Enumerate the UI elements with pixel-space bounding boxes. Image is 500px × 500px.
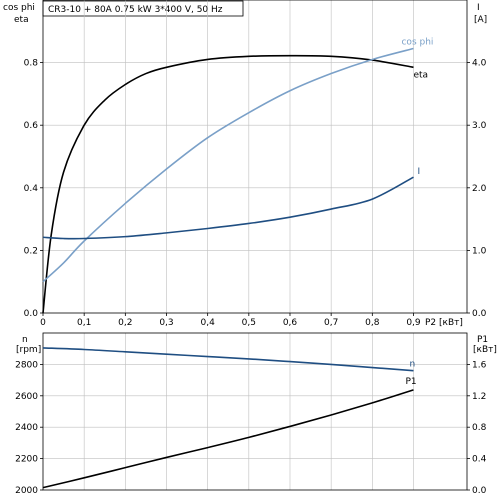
bottom-right-axis-label-unit: [кВт] xyxy=(473,345,497,355)
top-x-tick-label: 0,9 xyxy=(406,318,421,328)
top-y-tick-label: 0.6 xyxy=(24,121,39,131)
top-y-tick-label: 0.4 xyxy=(24,184,39,194)
top-x-tick-label: 0,8 xyxy=(365,318,380,328)
top-y2-tick-label: 3.0 xyxy=(472,121,487,131)
top-x-tick-label: 0,1 xyxy=(77,318,91,328)
bottom-y2-tick-label: 0.8 xyxy=(472,423,487,433)
top-left-axis-label-cosphi: cos phi xyxy=(3,3,35,13)
bottom-y-tick-label: 2800 xyxy=(15,360,38,370)
top-y-tick-label: 0.8 xyxy=(24,59,39,69)
top-plot-frame xyxy=(42,0,468,314)
top-series-line-cos-phi xyxy=(42,47,414,283)
top-x-tick-label: 0,4 xyxy=(200,318,215,328)
bottom-y-tick-label: 2200 xyxy=(15,455,38,465)
bottom-left-axis-label-unit: [rpm] xyxy=(16,345,41,355)
top-x-tick-label: 0,6 xyxy=(283,318,298,328)
top-right-axis-label-unit: [A] xyxy=(474,15,487,25)
top-series-line-i xyxy=(42,176,414,240)
top-series-line-eta xyxy=(42,54,414,314)
top-x-axis-label: P2 [кВт] xyxy=(425,318,463,328)
top-series-label-cos-phi: cos phi xyxy=(401,38,433,48)
bottom-y2-tick-label: 0.0 xyxy=(472,486,487,496)
top-y2-tick-label: 0.0 xyxy=(472,309,487,319)
bottom-left-axis-label-n: n xyxy=(22,335,28,345)
top-y-tick-label: 0.2 xyxy=(24,246,38,256)
top-series-label-i: I xyxy=(417,167,420,177)
bottom-y2-tick-label: 0.4 xyxy=(472,455,487,465)
bottom-series-line-n xyxy=(42,347,414,372)
bottom-right-axis-label-p1: P1 xyxy=(477,335,488,345)
top-x-tick-label: 0,2 xyxy=(118,318,132,328)
bottom-y2-tick-label: 1.2 xyxy=(472,392,486,402)
bottom-series-label-p1: P1 xyxy=(405,377,416,387)
top-right-axis-label-i: I xyxy=(477,3,480,13)
bottom-panel: 2000 2200 2400 2600 2800 0.0 0.4 0.8 1.2 1.6 n P1 xyxy=(15,332,487,496)
top-y2-tick-label: 4.0 xyxy=(472,59,487,69)
top-y2-tick-label: 2.0 xyxy=(472,184,487,194)
top-y2-tick-label: 1.0 xyxy=(472,246,487,256)
bottom-y-tick-label: 2600 xyxy=(15,392,38,402)
bottom-y2-tick-label: 1.6 xyxy=(472,360,487,370)
bottom-series-line-p1 xyxy=(42,389,414,489)
top-panel: 0.0 0.2 0.4 0.6 0.8 0.0 1.0 2.0 3.0 4.0 0 0,1 0,2 0,3… xyxy=(24,0,487,328)
top-y-tick-label: 0.0 xyxy=(24,309,39,319)
top-series-label-eta: eta xyxy=(413,70,428,80)
top-left-axis-label-eta: eta xyxy=(14,15,29,25)
top-x-tick-label: 0 xyxy=(40,318,46,328)
bottom-series-label-n: n xyxy=(409,360,415,370)
bottom-y-tick-label: 2400 xyxy=(15,423,38,433)
bottom-plot-frame xyxy=(42,332,468,491)
top-x-tick-label: 0,5 xyxy=(242,318,256,328)
chart-title: CR3-10 + 80A 0.75 kW 3*400 V, 50 Hz xyxy=(48,5,223,15)
top-x-tick-label: 0,7 xyxy=(324,318,338,328)
top-x-tick-label: 0,3 xyxy=(159,318,173,328)
bottom-y-tick-label: 2000 xyxy=(15,486,38,496)
